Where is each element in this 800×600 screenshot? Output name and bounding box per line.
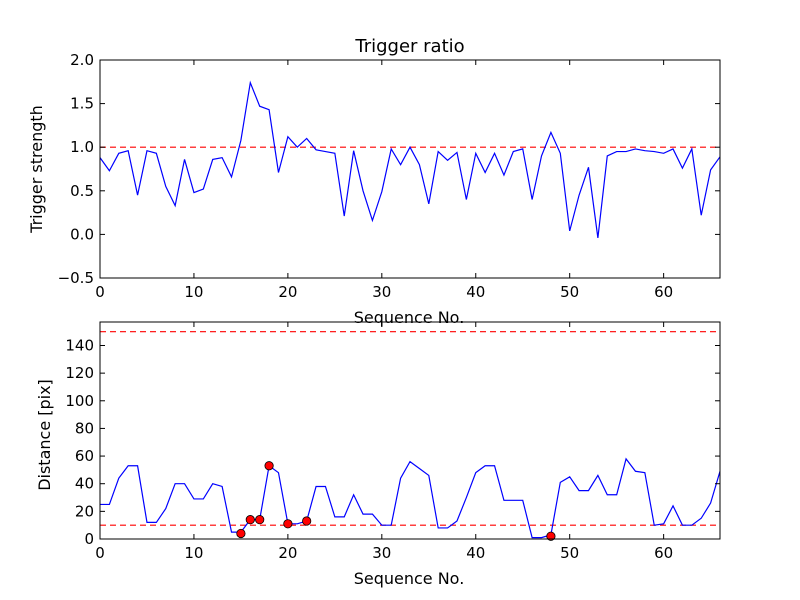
- y-tick-label: 40: [75, 475, 94, 493]
- x-tick-label: 10: [184, 544, 203, 562]
- x-axis-label: Sequence No.: [354, 308, 465, 327]
- x-tick-label: 10: [184, 283, 203, 301]
- data-point-marker: [264, 461, 274, 471]
- y-tick-label: 20: [75, 502, 94, 520]
- x-tick-label: 30: [372, 544, 391, 562]
- y-tick-label: 1.0: [70, 138, 94, 156]
- data-point-marker: [245, 515, 255, 525]
- y-tick-label: 0: [84, 530, 94, 548]
- data-point-marker: [283, 519, 293, 529]
- y-tick-label: 140: [65, 336, 94, 354]
- y-tick-label: 0.5: [70, 182, 94, 200]
- trigger-ratio-chart: Trigger ratio Sequence No. Trigger stren…: [27, 36, 721, 327]
- x-axis-label: Sequence No.: [354, 569, 465, 588]
- y-tick-label: 60: [75, 447, 94, 465]
- x-tick-label: 0: [95, 544, 105, 562]
- x-tick-label: 40: [466, 544, 485, 562]
- data-point-marker: [546, 531, 556, 541]
- plot-frame: [99, 321, 721, 540]
- y-tick-label: 1.5: [70, 95, 94, 113]
- y-tick-label: 80: [75, 419, 94, 437]
- plot-frame: [99, 59, 721, 279]
- y-tick-label: 2.0: [70, 51, 94, 69]
- x-tick-label: 20: [278, 544, 297, 562]
- data-point-marker: [255, 515, 265, 525]
- data-point-marker: [236, 528, 246, 539]
- x-tick-label: 40: [466, 283, 485, 301]
- x-tick-label: 60: [654, 283, 673, 301]
- x-tick-label: 60: [654, 544, 673, 562]
- x-tick-label: 50: [560, 283, 579, 301]
- y-tick-label: −0.5: [58, 269, 94, 287]
- x-tick-label: 20: [278, 283, 297, 301]
- x-tick-label: 30: [372, 283, 391, 301]
- y-tick-label: 100: [65, 392, 94, 410]
- series-line: [100, 457, 721, 539]
- chart-title: Trigger ratio: [354, 36, 464, 57]
- y-axis-label: Distance [pix]: [35, 379, 54, 491]
- data-point-marker: [302, 516, 312, 526]
- x-tick-label: 0: [95, 283, 105, 301]
- y-axis-label: Trigger strength: [27, 105, 46, 234]
- x-tick-label: 50: [560, 544, 579, 562]
- y-tick-label: 120: [65, 364, 94, 382]
- series-line: [99, 80, 721, 238]
- y-tick-label: 0.0: [70, 225, 94, 243]
- distance-chart: Sequence No. Distance [pix] 0 10 20 30 40 50 6…: [35, 321, 721, 588]
